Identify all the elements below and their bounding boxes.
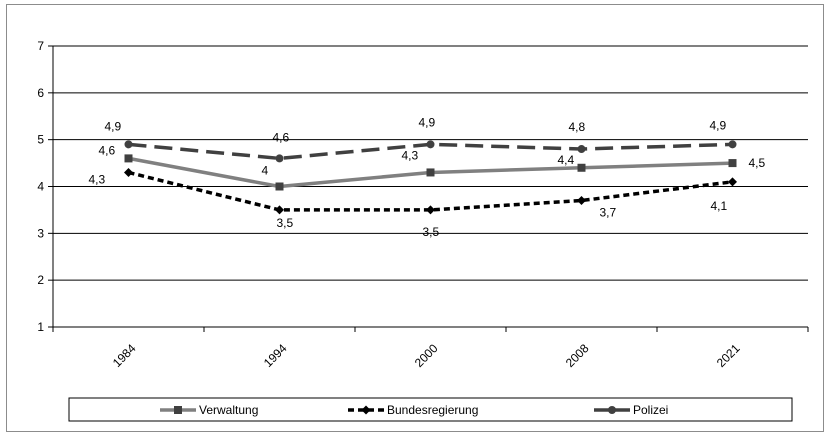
legend-label: Polizei [633, 403, 668, 417]
chart-frame [6, 4, 824, 432]
data-point-verwaltung [426, 168, 435, 177]
data-point-verwaltung [728, 159, 737, 168]
x-tick-label: 1994 [261, 341, 290, 370]
y-tick-label: 6 [37, 86, 44, 100]
legend-label: Bundesregierung [387, 403, 478, 417]
legend-marker-bundesregierung [361, 405, 371, 415]
data-label-bundesregierung: 3,5 [277, 216, 294, 230]
data-point-polizei [275, 154, 284, 163]
data-label-polizei: 4,6 [273, 130, 290, 144]
legend: Verwaltung Bundesregierung Polizei [68, 397, 793, 422]
x-tick-label: 2000 [412, 341, 441, 370]
x-tick-label: 2008 [563, 341, 592, 370]
data-point-bundesregierung [426, 205, 435, 215]
data-point-verwaltung [577, 163, 586, 172]
data-label-verwaltung: 4,4 [558, 153, 575, 167]
series-layer [124, 140, 737, 215]
y-tick-label: 2 [37, 273, 44, 287]
x-tick-label: 2021 [714, 341, 743, 370]
data-labels: 4,6 4 4,3 4,4 4,5 4,3 3,5 3,5 3,7 4,1 4,9 4,6 4,9 4,8… [89, 115, 766, 239]
y-tick-label: 7 [37, 39, 44, 53]
data-point-bundesregierung [728, 177, 737, 187]
data-point-verwaltung [275, 182, 284, 191]
data-label-polizei: 4,9 [710, 118, 727, 132]
y-tick-label: 1 [37, 320, 44, 334]
data-point-polizei [728, 140, 737, 149]
data-label-verwaltung: 4,3 [402, 148, 419, 162]
legend-marker-verwaltung [174, 406, 182, 414]
data-label-polizei: 4,9 [419, 115, 436, 129]
data-label-polizei: 4,9 [105, 119, 122, 133]
data-label-bundesregierung: 3,7 [600, 206, 617, 220]
data-label-verwaltung: 4,6 [99, 143, 116, 157]
data-point-bundesregierung [577, 196, 586, 206]
y-tick-label: 5 [37, 133, 44, 147]
data-point-verwaltung [124, 154, 133, 163]
legend-label: Verwaltung [199, 403, 258, 417]
data-label-polizei: 4,8 [569, 120, 586, 134]
series-line-bundesregierung [128, 170, 733, 212]
legend-box [68, 397, 793, 422]
legend-marker-polizei [608, 406, 616, 414]
data-label-verwaltung: 4 [262, 164, 269, 178]
data-label-bundesregierung: 4,1 [711, 199, 728, 213]
data-point-polizei [577, 145, 586, 154]
axes: 1 2 3 4 5 6 7 1984 1994 2000 2008 2021 [37, 39, 809, 370]
y-tick-label: 3 [37, 226, 44, 240]
data-point-bundesregierung [275, 205, 284, 215]
data-point-bundesregierung [124, 167, 133, 177]
data-label-bundesregierung: 3,5 [423, 225, 440, 239]
data-label-verwaltung: 4,5 [749, 156, 766, 170]
y-tick-label: 4 [37, 180, 44, 194]
data-label-bundesregierung: 4,3 [89, 172, 106, 186]
x-tick-label: 1984 [110, 341, 139, 370]
data-point-polizei [124, 140, 133, 149]
data-point-polizei [426, 140, 435, 149]
